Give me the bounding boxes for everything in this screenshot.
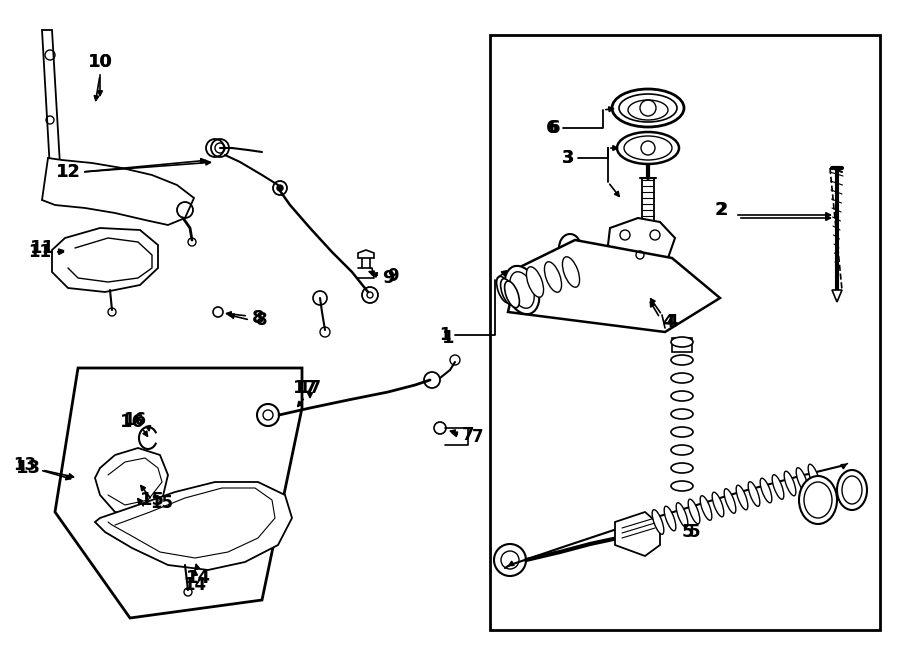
Text: 7: 7	[472, 428, 484, 446]
Circle shape	[277, 185, 283, 191]
Text: 16: 16	[120, 413, 145, 431]
Ellipse shape	[842, 476, 862, 504]
Ellipse shape	[544, 262, 562, 292]
Ellipse shape	[796, 468, 808, 492]
Text: 9: 9	[387, 267, 399, 285]
Text: 11: 11	[29, 243, 51, 261]
Text: 10: 10	[87, 53, 112, 71]
Ellipse shape	[671, 373, 693, 383]
Polygon shape	[508, 240, 720, 332]
Ellipse shape	[784, 471, 796, 496]
Polygon shape	[608, 218, 675, 265]
Text: 3: 3	[562, 149, 574, 167]
Ellipse shape	[671, 409, 693, 419]
Ellipse shape	[676, 503, 688, 527]
Text: 12: 12	[57, 163, 79, 181]
Ellipse shape	[619, 94, 677, 122]
Text: 6: 6	[545, 119, 558, 137]
Text: 2: 2	[715, 201, 725, 219]
Text: 10: 10	[88, 53, 112, 71]
Text: 3: 3	[562, 149, 574, 167]
Polygon shape	[95, 448, 168, 515]
Polygon shape	[95, 482, 292, 570]
Polygon shape	[832, 290, 842, 302]
Polygon shape	[615, 512, 660, 556]
Ellipse shape	[671, 481, 693, 491]
Text: 5: 5	[682, 523, 694, 541]
Ellipse shape	[526, 267, 544, 297]
Ellipse shape	[748, 482, 760, 506]
Ellipse shape	[562, 256, 580, 288]
Text: 13: 13	[14, 456, 37, 474]
Text: 4: 4	[666, 313, 678, 331]
Polygon shape	[358, 250, 374, 258]
Ellipse shape	[671, 391, 693, 401]
Ellipse shape	[671, 337, 693, 347]
Ellipse shape	[804, 482, 832, 518]
Ellipse shape	[799, 476, 837, 524]
Text: 14: 14	[185, 569, 211, 587]
Ellipse shape	[671, 355, 693, 365]
Ellipse shape	[497, 276, 511, 303]
Ellipse shape	[736, 485, 748, 510]
Ellipse shape	[760, 478, 772, 503]
Ellipse shape	[671, 427, 693, 437]
Text: 15: 15	[140, 491, 165, 509]
Ellipse shape	[624, 136, 672, 160]
Polygon shape	[672, 338, 692, 352]
Ellipse shape	[617, 132, 679, 164]
Polygon shape	[42, 158, 194, 225]
Ellipse shape	[505, 281, 519, 308]
Text: 12: 12	[56, 163, 80, 181]
Ellipse shape	[671, 463, 693, 473]
Ellipse shape	[724, 488, 736, 514]
Ellipse shape	[808, 464, 820, 488]
Text: 11: 11	[30, 239, 55, 257]
Text: 13: 13	[15, 459, 40, 477]
Text: 16: 16	[123, 411, 147, 429]
Text: 8: 8	[256, 311, 268, 329]
Ellipse shape	[628, 100, 668, 120]
Text: 7: 7	[462, 426, 474, 444]
Text: 1: 1	[442, 329, 454, 347]
Text: 1: 1	[439, 326, 451, 344]
Ellipse shape	[772, 475, 784, 499]
Text: 4: 4	[662, 313, 674, 331]
Text: 15: 15	[150, 494, 174, 512]
Ellipse shape	[700, 496, 712, 520]
Text: 9: 9	[382, 269, 394, 287]
Polygon shape	[42, 30, 60, 170]
Text: 6: 6	[549, 119, 561, 137]
Ellipse shape	[712, 492, 724, 517]
Ellipse shape	[509, 272, 535, 308]
Ellipse shape	[505, 266, 539, 314]
Bar	[490, 35, 880, 630]
Ellipse shape	[612, 89, 684, 127]
Ellipse shape	[664, 506, 676, 531]
Text: 5: 5	[689, 523, 701, 541]
Ellipse shape	[500, 279, 516, 305]
Ellipse shape	[688, 499, 700, 524]
Text: 8: 8	[252, 309, 265, 327]
Text: 2: 2	[716, 201, 728, 219]
Text: 17: 17	[292, 379, 318, 397]
Text: 14: 14	[184, 576, 207, 594]
Polygon shape	[52, 228, 158, 292]
Ellipse shape	[837, 470, 867, 510]
Ellipse shape	[671, 445, 693, 455]
Ellipse shape	[652, 510, 664, 534]
Text: 17: 17	[299, 379, 321, 397]
